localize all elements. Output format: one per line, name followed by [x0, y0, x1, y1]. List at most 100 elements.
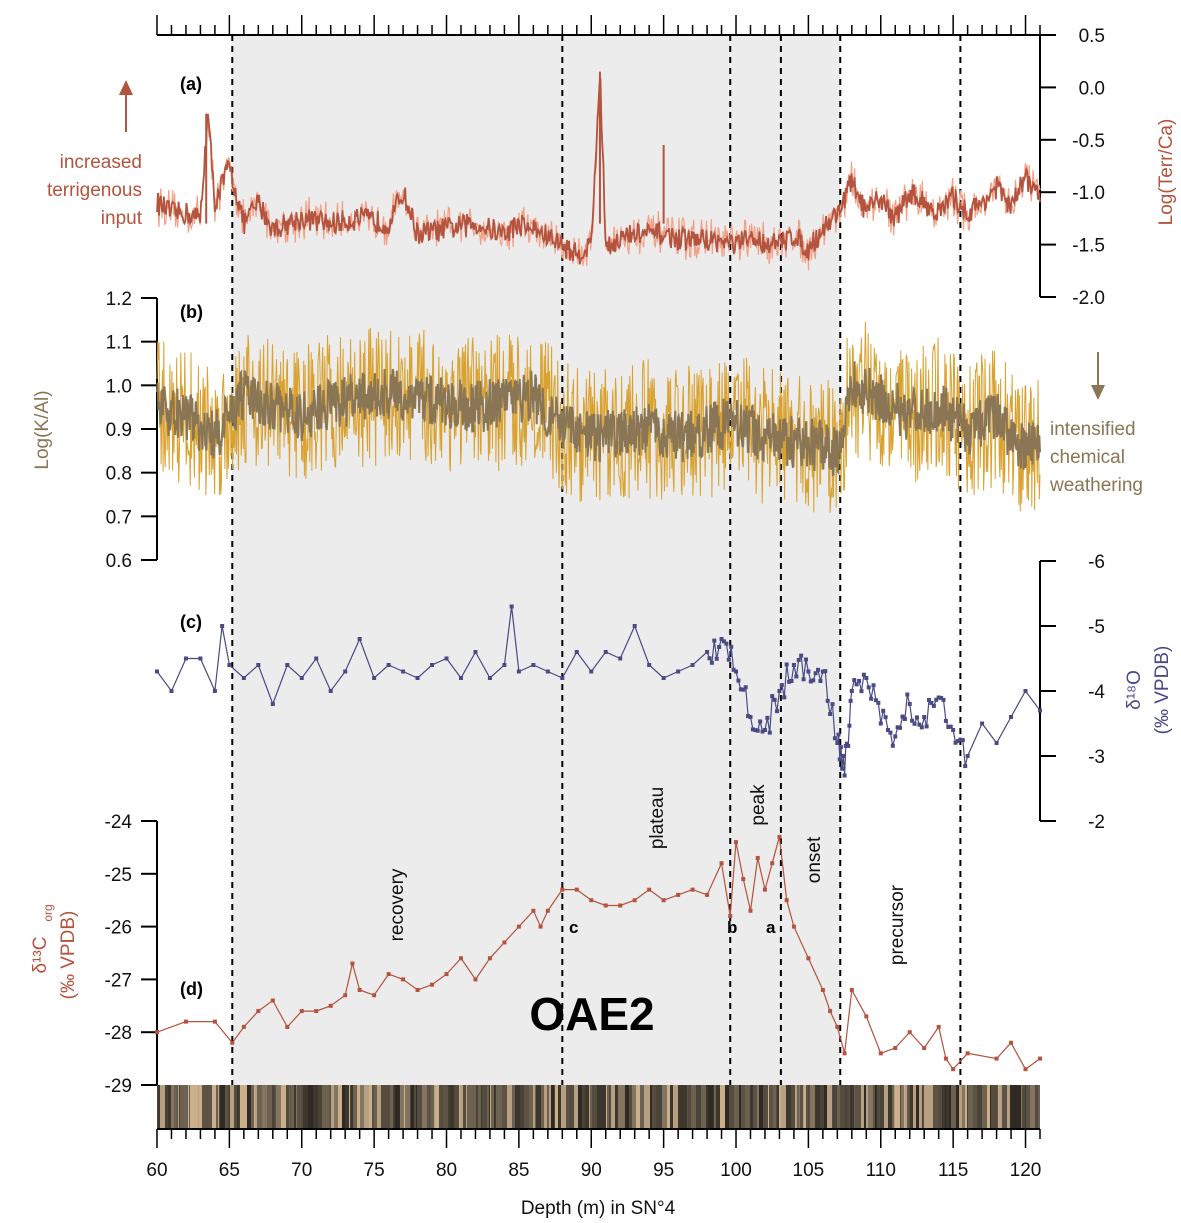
d18o-point	[842, 773, 847, 778]
core-band	[652, 1085, 655, 1129]
core-band	[555, 1085, 558, 1129]
core-band	[916, 1085, 919, 1129]
d13c-point	[487, 956, 492, 961]
core-band	[342, 1085, 345, 1129]
core-band	[578, 1085, 580, 1129]
core-band	[374, 1085, 377, 1129]
d18o-point	[736, 678, 741, 683]
core-band	[777, 1085, 779, 1129]
core-band	[410, 1085, 411, 1129]
core-band	[904, 1085, 905, 1129]
core-band	[815, 1085, 820, 1129]
core-band	[507, 1085, 512, 1129]
d18o-point	[707, 656, 712, 661]
core-band	[228, 1085, 230, 1129]
core-band	[929, 1085, 933, 1129]
d18o-point	[717, 644, 722, 649]
core-band	[673, 1085, 678, 1129]
d18o-point	[840, 766, 845, 771]
core-band	[535, 1085, 536, 1129]
d13c-point	[705, 892, 710, 897]
core-band	[393, 1085, 394, 1129]
core-band	[157, 1085, 158, 1129]
core-band	[650, 1085, 652, 1129]
d18o-point	[939, 695, 944, 700]
core-band	[190, 1085, 194, 1129]
d18o-point	[857, 678, 862, 683]
d18o-point	[914, 715, 919, 720]
panel-b-left-axis: 1.2 1.1 1.0 0.9 0.8 0.7 0.6	[106, 289, 158, 572]
d18o-point	[943, 718, 948, 723]
d18o-point	[931, 703, 936, 708]
panel-b-axis-tick-label: 1.1	[106, 333, 132, 354]
d13c-point	[632, 898, 637, 903]
core-band	[900, 1085, 901, 1129]
core-band	[230, 1085, 234, 1129]
core-band	[804, 1085, 806, 1129]
panel-d: (d) -24 -25 -26 -27 -28 -29 δ¹³C org (‰ VPDB)…	[30, 784, 1042, 1097]
panel-b-ylabel: Log(K/Al)	[32, 390, 53, 469]
d18o-point	[871, 683, 876, 688]
d18o-point	[946, 724, 951, 729]
core-band	[1002, 1085, 1007, 1129]
phase-label-recovery: recovery	[387, 868, 408, 941]
core-band	[434, 1085, 435, 1129]
panel-a-note-line-2: terrigenous	[47, 180, 142, 201]
core-band	[827, 1085, 832, 1129]
d13c-point	[728, 914, 733, 919]
d18o-point	[372, 676, 377, 680]
bottom-axis-tick-label: 85	[508, 1160, 529, 1181]
panel-c-series	[155, 604, 1042, 778]
core-band	[435, 1085, 439, 1129]
core-band	[482, 1085, 487, 1129]
core-band	[174, 1085, 177, 1129]
d18o-point	[890, 743, 895, 748]
d13c-point	[386, 972, 391, 977]
core-band	[427, 1085, 431, 1129]
d13c-point	[676, 892, 681, 897]
d18o-point	[169, 689, 174, 693]
d13c-point	[1009, 1040, 1014, 1045]
bottom-axis-tick-label: 70	[291, 1160, 312, 1181]
d13c-point	[401, 977, 406, 982]
d18o-point	[941, 697, 946, 702]
core-band	[847, 1085, 850, 1129]
phase-label-peak: peak	[748, 784, 769, 826]
core-band	[708, 1085, 713, 1129]
d18o-point	[767, 730, 772, 735]
d13c-point	[748, 908, 753, 913]
core-band	[466, 1085, 467, 1129]
core-band	[866, 1085, 868, 1129]
core-band	[520, 1085, 524, 1129]
core-band	[422, 1085, 427, 1129]
d18o-point	[746, 714, 751, 719]
core-band	[861, 1085, 864, 1129]
core-band	[951, 1085, 956, 1129]
d13c-point	[545, 908, 550, 913]
down-arrow-head-icon	[1091, 385, 1105, 400]
d18o-point	[893, 734, 898, 739]
phase-label-precursor: precursor	[887, 884, 908, 965]
d18o-point	[709, 660, 714, 665]
panel-a: (a) 0.50.0-0.5-1.0-1.5-2.0 Log(Terr/Ca) …	[47, 26, 1177, 309]
core-band	[551, 1085, 554, 1129]
panel-d-axis-tick-label: -28	[105, 1023, 132, 1044]
d18o-point	[980, 721, 985, 726]
core-band	[360, 1085, 364, 1129]
d18o-point	[647, 663, 652, 667]
d13c-point	[574, 887, 579, 892]
d13c-point	[994, 1056, 999, 1061]
core-band	[739, 1085, 741, 1129]
core-band	[1021, 1085, 1022, 1129]
oae2-shaded-interval	[232, 35, 841, 1085]
core-band	[580, 1085, 582, 1129]
d18o-point	[799, 653, 804, 658]
core-band	[640, 1085, 643, 1129]
d18o-point	[772, 697, 777, 702]
core-band	[1025, 1085, 1026, 1129]
core-band	[924, 1085, 929, 1129]
d13c-point	[762, 887, 767, 892]
d18o-point	[801, 677, 806, 682]
core-band	[529, 1085, 533, 1129]
core-band	[369, 1085, 372, 1129]
